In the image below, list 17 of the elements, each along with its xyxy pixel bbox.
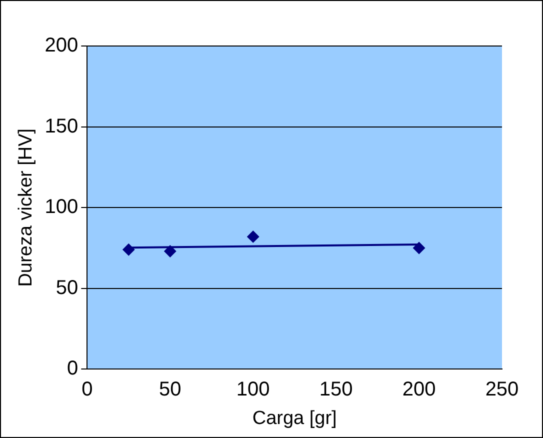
point	[164, 245, 176, 258]
x-tick-label: 0	[82, 378, 93, 401]
y-tick-label: 0	[67, 358, 78, 380]
x-tick-label: 250	[485, 378, 519, 401]
y-axis-title: Dureza vicker [HV]	[16, 128, 37, 287]
point	[247, 230, 260, 243]
x-axis-title: Carga [gr]	[252, 408, 337, 429]
y-tick-label: 200	[44, 34, 78, 57]
point	[413, 242, 426, 254]
y-tick-label: 100	[44, 196, 78, 218]
y-tick-label: 150	[44, 115, 78, 138]
x-tick-label: 150	[319, 378, 353, 401]
y-tick-label: 50	[56, 276, 78, 299]
point	[122, 244, 135, 256]
x-tick-label: 200	[402, 378, 436, 401]
x-tick-label: 50	[159, 378, 182, 401]
x-tick-label: 100	[236, 378, 270, 401]
